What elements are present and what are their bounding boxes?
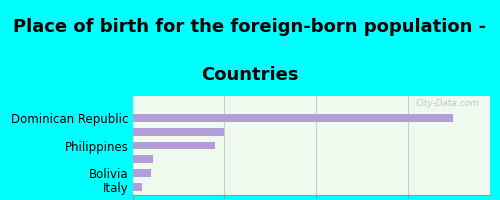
Bar (132, 128, 224, 136)
Bar (132, 169, 151, 177)
Bar (132, 183, 141, 190)
Bar (132, 142, 215, 149)
Text: Countries: Countries (201, 66, 299, 84)
Bar (132, 155, 152, 163)
Text: Place of birth for the foreign-born population -: Place of birth for the foreign-born popu… (14, 18, 486, 36)
Text: City-Data.com: City-Data.com (416, 99, 480, 108)
Bar (132, 114, 454, 122)
